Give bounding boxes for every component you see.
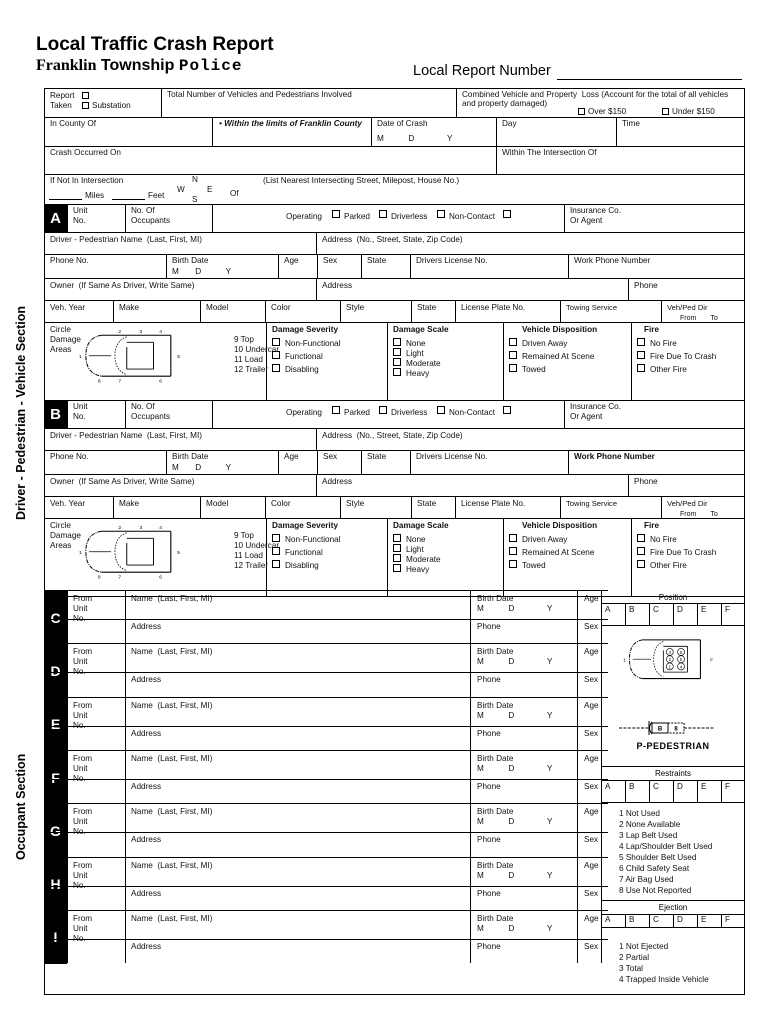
svg-text:1: 1 [669, 664, 672, 669]
svg-text:B: B [658, 727, 663, 733]
svg-text:4: 4 [159, 329, 162, 335]
svg-text:3: 3 [140, 525, 143, 531]
svg-text:6: 6 [159, 378, 162, 384]
svg-text:7: 7 [118, 378, 121, 384]
svg-text:2: 2 [118, 525, 121, 531]
svg-text:8: 8 [98, 378, 101, 384]
svg-text:3: 3 [140, 329, 143, 335]
svg-text:2: 2 [669, 657, 672, 662]
svg-text:8: 8 [674, 727, 678, 733]
svg-text:5: 5 [680, 657, 683, 662]
svg-text:1: 1 [623, 658, 626, 664]
svg-text:5: 5 [177, 550, 180, 556]
svg-text:1: 1 [79, 550, 82, 556]
svg-text:3: 3 [669, 650, 672, 655]
svg-text:7: 7 [118, 574, 121, 580]
svg-text:5: 5 [680, 650, 683, 655]
svg-text:4: 4 [680, 664, 683, 669]
svg-text:5: 5 [177, 354, 180, 360]
svg-text:2: 2 [118, 329, 121, 335]
svg-text:F: F [710, 658, 713, 664]
svg-text:8: 8 [98, 574, 101, 580]
svg-text:6: 6 [159, 574, 162, 580]
svg-text:4: 4 [159, 525, 162, 531]
svg-text:1: 1 [79, 354, 82, 360]
